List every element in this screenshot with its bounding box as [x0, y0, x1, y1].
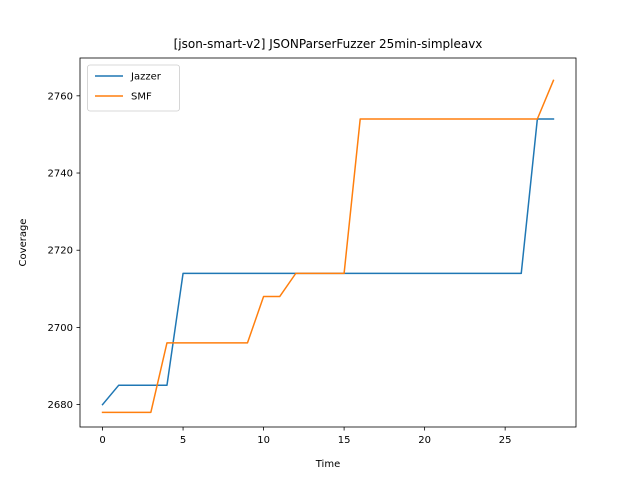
x-tick-label: 0	[99, 435, 105, 446]
y-tick-label: 2720	[48, 246, 73, 257]
legend-label-smf: SMF	[131, 92, 152, 103]
y-tick-label: 2700	[48, 323, 73, 334]
chart-title: [json-smart-v2] JSONParserFuzzer 25min-s…	[174, 37, 483, 51]
x-tick-label: 20	[418, 435, 431, 446]
y-tick-label: 2760	[48, 91, 73, 102]
x-tick-label: 15	[338, 435, 351, 446]
x-tick-label: 10	[257, 435, 270, 446]
legend: Jazzer SMF	[87, 64, 180, 112]
x-axis-label: Time	[315, 459, 340, 470]
y-tick-label: 2740	[48, 169, 73, 180]
y-tick-label: 2680	[48, 400, 73, 411]
legend-label-jazzer: Jazzer	[130, 72, 162, 83]
plot-frame	[79, 57, 577, 428]
y-axis-label: Coverage	[18, 219, 29, 267]
y-axis: 2680 2700 2720 2740 2760	[48, 91, 80, 411]
x-tick-label: 5	[180, 435, 186, 446]
x-axis: 0 5 10 15 20 25	[99, 427, 512, 446]
plot-lines	[101, 79, 555, 414]
series-line-smf	[101, 79, 555, 414]
x-tick-label: 25	[499, 435, 512, 446]
